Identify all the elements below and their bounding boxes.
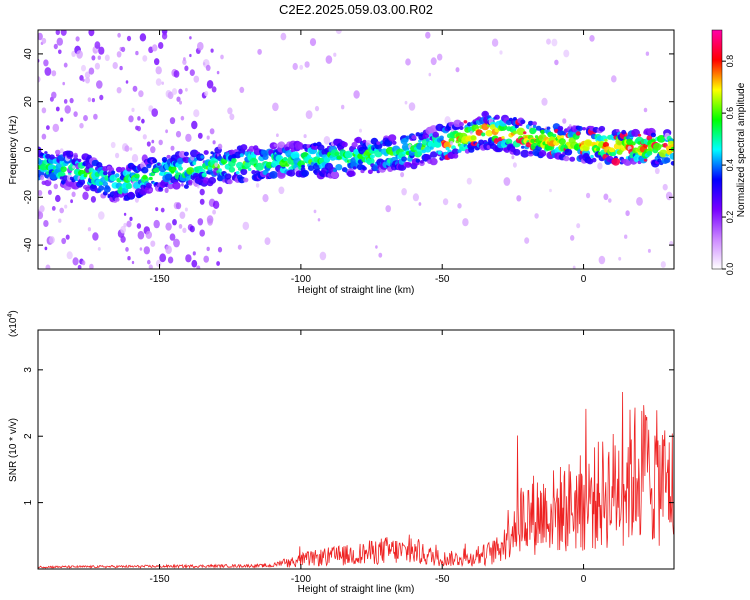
x-tick-label: -100 — [291, 274, 311, 285]
spectrogram-x-ticks: -150 -100 -50 0 — [150, 30, 587, 285]
colorbar: 0.0 0.2 0.4 0.6 0.8 Normalized spectral ampl… — [711, 29, 747, 275]
x-tick-label: -150 — [150, 574, 170, 585]
snr-x-label: Height of straight line (km) — [298, 584, 415, 595]
snr-panel: -150 -100 -50 0 1 2 3 Height of straight line… — [7, 310, 675, 595]
colorbar-tick-label: 0.4 — [725, 159, 735, 172]
x-tick-label: -50 — [435, 574, 450, 585]
y-tick-label: -40 — [23, 237, 34, 252]
colorbar-tick-label: 0.6 — [725, 107, 735, 120]
spectrogram-x-label: Height of straight line (km) — [298, 285, 415, 296]
y-tick-label: 20 — [23, 96, 34, 108]
colorbar-tick-label: 0.2 — [725, 211, 735, 224]
figure-title: C2E2.2025.059.03.00.R02 — [279, 2, 433, 17]
snr-y-label: SNR (10 * v/v) — [8, 418, 19, 482]
colorbar-tick-label: 0.8 — [725, 55, 735, 68]
x-tick-label: -100 — [291, 574, 311, 585]
spectrogram-panel: -150 -100 -50 0 -40 -20 0 20 40 Height of strai… — [8, 29, 675, 296]
colorbar-label: Normalized spectral amplitude — [736, 82, 747, 217]
spectrogram-y-label: Frequency (Hz) — [8, 116, 19, 185]
x-tick-label: 0 — [581, 574, 587, 585]
y-tick-label: 2 — [23, 433, 34, 439]
y-tick-label: 40 — [23, 48, 34, 60]
snr-exponent-label: (x104) — [7, 310, 19, 337]
snr-exponent-sup: 4 — [7, 314, 14, 318]
y-tick-label: 0 — [23, 146, 34, 152]
x-tick-label: -150 — [150, 274, 170, 285]
snr-series-line — [38, 391, 674, 569]
snr-y-ticks: 1 2 3 — [23, 367, 674, 505]
colorbar-ticks: 0.0 0.2 0.4 0.6 0.8 — [722, 55, 735, 275]
x-tick-label: -50 — [435, 274, 450, 285]
spectrogram-cells — [38, 30, 674, 269]
y-tick-label: -20 — [23, 190, 34, 205]
snr-exponent-prefix: (x10 — [8, 317, 19, 337]
snr-x-ticks: -150 -100 -50 0 — [150, 330, 587, 585]
colorbar-tick-label: 0.0 — [725, 263, 735, 276]
svg-text:(x104): (x104) — [7, 310, 19, 337]
y-tick-label: 1 — [23, 499, 34, 505]
snr-exponent-close: ) — [8, 310, 19, 313]
colorbar-gradient — [711, 29, 723, 270]
x-tick-label: 0 — [581, 274, 587, 285]
y-tick-label: 3 — [23, 367, 34, 373]
snr-frame — [37, 329, 675, 570]
spectrogram-y-ticks: -40 -20 0 20 40 — [23, 48, 674, 252]
